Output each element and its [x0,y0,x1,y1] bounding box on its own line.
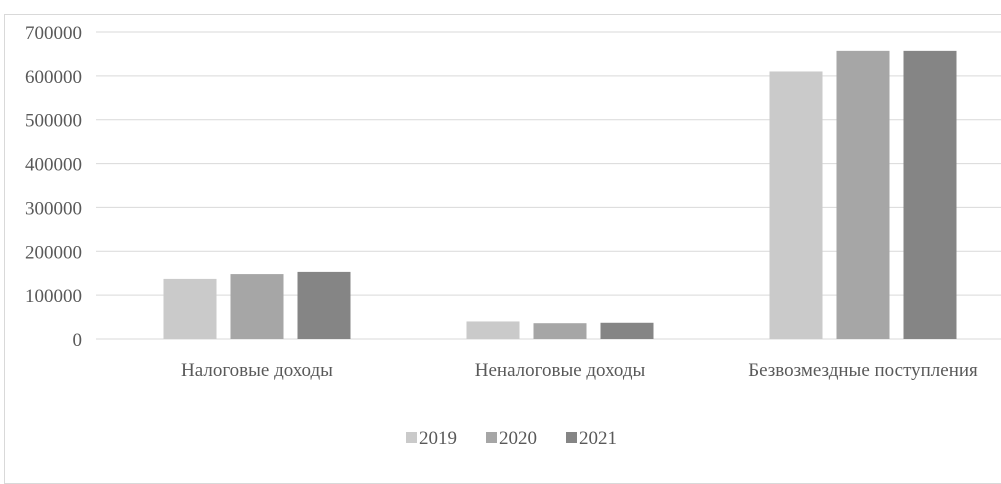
y-tick-label: 600000 [25,67,82,88]
y-axis-tick-labels: 0 100000 200000 300000 400000 500000 600000 700… [25,23,82,351]
bar-2021-1 [297,271,351,339]
bar-2020-3 [836,50,890,339]
bar-2019-3 [769,71,823,339]
y-tick-label: 0 [73,330,83,351]
legend-swatch [486,432,497,443]
x-tick-label: Налоговые доходы [181,360,333,381]
y-tick-label: 500000 [25,111,82,132]
y-tick-label: 700000 [25,23,82,44]
bar-2020-2 [533,323,587,339]
x-tick-label: Неналоговые доходы [475,360,646,381]
y-tick-label: 100000 [25,286,82,307]
bars [163,50,957,339]
bar-2019-1 [163,278,217,339]
y-tick-label: 400000 [25,155,82,176]
legend-label: 2020 [499,428,537,449]
bar-chart: 0 100000 200000 300000 400000 500000 600000 700… [25,23,1001,449]
y-tick-label: 200000 [25,242,82,263]
legend-label: 2019 [419,428,457,449]
legend-label: 2021 [579,428,617,449]
legend-swatch [406,432,417,443]
y-tick-label: 300000 [25,198,82,219]
bar-2019-2 [466,321,520,339]
bar-2021-2 [600,322,654,339]
legend-swatch [566,432,577,443]
bar-2021-3 [903,50,957,339]
legend: 2019 2020 2021 [406,428,617,449]
bar-2020-1 [230,274,284,339]
x-tick-label: Безвозмездные поступления [748,360,978,381]
x-axis-tick-labels: Налоговые доходы Неналоговые доходы Безвоз… [181,360,978,381]
